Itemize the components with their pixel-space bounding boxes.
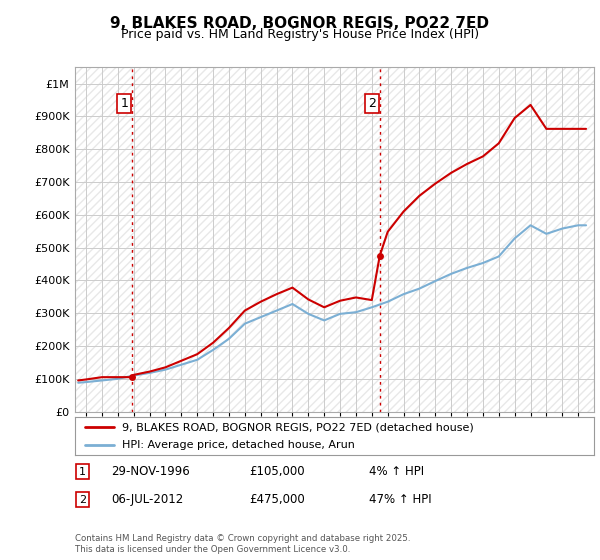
Text: 1: 1 [120, 97, 128, 110]
Text: 2: 2 [79, 494, 86, 505]
Text: 2: 2 [368, 97, 376, 110]
Text: Price paid vs. HM Land Registry's House Price Index (HPI): Price paid vs. HM Land Registry's House … [121, 28, 479, 41]
Text: 9, BLAKES ROAD, BOGNOR REGIS, PO22 7ED (detached house): 9, BLAKES ROAD, BOGNOR REGIS, PO22 7ED (… [122, 422, 473, 432]
Text: 4% ↑ HPI: 4% ↑ HPI [369, 465, 424, 478]
Text: 9, BLAKES ROAD, BOGNOR REGIS, PO22 7ED: 9, BLAKES ROAD, BOGNOR REGIS, PO22 7ED [110, 16, 490, 31]
Text: Contains HM Land Registry data © Crown copyright and database right 2025.
This d: Contains HM Land Registry data © Crown c… [75, 534, 410, 554]
Text: £475,000: £475,000 [249, 493, 305, 506]
Text: 06-JUL-2012: 06-JUL-2012 [111, 493, 183, 506]
Text: £105,000: £105,000 [249, 465, 305, 478]
Text: 29-NOV-1996: 29-NOV-1996 [111, 465, 190, 478]
Text: HPI: Average price, detached house, Arun: HPI: Average price, detached house, Arun [122, 440, 355, 450]
Text: 1: 1 [79, 466, 86, 477]
Text: 47% ↑ HPI: 47% ↑ HPI [369, 493, 431, 506]
